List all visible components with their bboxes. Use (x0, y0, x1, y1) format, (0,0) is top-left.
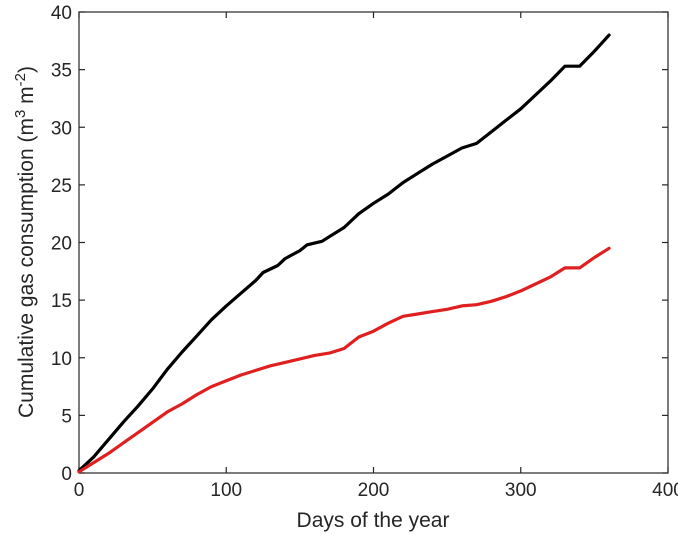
y-tick-label: 40 (51, 3, 72, 24)
y-tick-label: 15 (51, 291, 72, 312)
y-tick-label: 10 (51, 349, 72, 370)
x-axis-label: Days of the year (297, 509, 450, 532)
series-line-red (77, 246, 611, 474)
x-tick-label: 300 (505, 480, 537, 501)
y-tick-label: 20 (51, 234, 72, 255)
y-tick-label: 30 (51, 118, 72, 139)
x-tick-label: 400 (652, 480, 678, 501)
y-axis-label: Cumulative gas consumption (m3 m-2) (12, 66, 39, 418)
x-tick-label: 0 (74, 480, 85, 501)
axis-tick-labels: 0 100 200 300 400 0 5 10 15 20 25 30 35 40 (51, 3, 678, 501)
y-tick-label: 35 (51, 61, 72, 82)
y-tick-label: 25 (51, 176, 72, 197)
series-group (77, 33, 611, 474)
y-axis-label-prefix: Cumulative gas consumption (m (15, 118, 38, 418)
axis-ticks (78, 11, 669, 474)
x-tick-label: 100 (210, 480, 242, 501)
y-axis-label-middle: m (15, 86, 38, 109)
plot-area (78, 11, 669, 474)
y-axis-label-sup2: -2 (12, 73, 29, 86)
y-tick-label: 0 (61, 464, 72, 485)
y-axis-label-suffix: ) (15, 66, 38, 73)
y-tick-label: 5 (61, 406, 72, 427)
x-tick-label: 200 (358, 480, 390, 501)
y-axis-label-sup1: 3 (12, 110, 29, 118)
series-line-black (77, 33, 611, 473)
